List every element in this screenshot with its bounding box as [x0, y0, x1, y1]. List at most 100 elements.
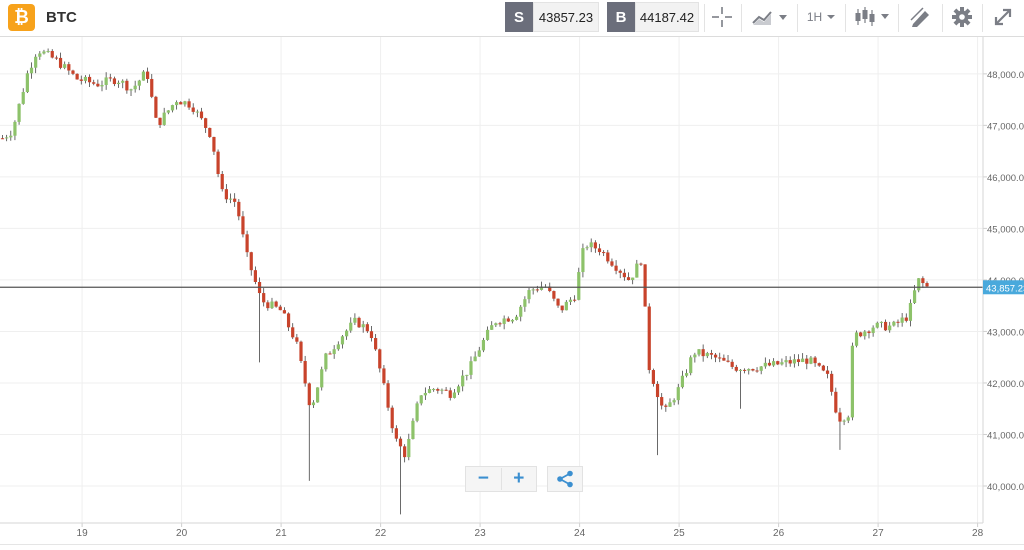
candle-up [415, 403, 419, 421]
candle-down [191, 107, 195, 112]
x-tick-label: 28 [972, 528, 984, 539]
candle-up [46, 51, 50, 53]
toolbar-divider [982, 4, 983, 32]
candle-down [643, 264, 647, 307]
interval-dropdown[interactable]: 1H [803, 2, 841, 32]
candle-up [166, 110, 170, 113]
candle-down [639, 263, 643, 265]
candle-down [146, 71, 150, 79]
current-price-label: 43,857.23 [983, 280, 1024, 295]
candle-up [452, 392, 456, 398]
y-tick-label: 42,000.00 [987, 379, 1024, 390]
candle-down [535, 289, 539, 291]
candle-down [212, 136, 216, 152]
candlestick-icon[interactable] [852, 2, 894, 32]
candle-up [539, 286, 544, 290]
candle-down [403, 446, 407, 458]
candle-up [228, 198, 233, 200]
candle-up [129, 89, 133, 91]
candle-up [589, 242, 593, 248]
candle-up [784, 360, 788, 363]
candle-up [324, 353, 328, 370]
time-axis[interactable]: 19 20 21 22 23 24 25 26 27 28 [0, 522, 984, 539]
x-tick-label: 25 [674, 528, 686, 539]
candle-up [676, 387, 680, 401]
candle-up [871, 327, 875, 334]
share-button[interactable] [547, 466, 583, 492]
fullscreen-icon[interactable] [988, 2, 1018, 32]
candle-up [407, 438, 411, 458]
settings-icon[interactable] [946, 2, 978, 32]
candle-down [382, 368, 386, 384]
candle-up [892, 321, 896, 326]
candle-down [830, 373, 834, 392]
candle-up [170, 105, 175, 111]
candle-up [531, 289, 535, 291]
candle-down [328, 353, 332, 355]
sell-button[interactable]: S [505, 2, 533, 32]
candle-up [361, 324, 365, 328]
candle-up [502, 318, 506, 324]
x-tick-label: 22 [375, 528, 387, 539]
candle-up [680, 375, 685, 388]
candle-down [655, 383, 660, 398]
candle-up [116, 82, 121, 85]
sell-price[interactable]: 43857.23 [533, 2, 599, 32]
candle-up [133, 85, 137, 90]
candle-down [390, 407, 394, 429]
candle-up [519, 306, 523, 317]
candle-up [684, 373, 689, 376]
candle-up [63, 64, 67, 68]
candle-up [772, 361, 776, 366]
candle-down [112, 78, 117, 85]
bitcoin-logo-icon: ₿ [8, 4, 35, 31]
toolbar-divider [845, 4, 846, 32]
candle-down [867, 331, 871, 334]
candle-up [332, 349, 336, 355]
candle-down [556, 298, 560, 306]
zoom-in-button[interactable]: + [513, 468, 525, 489]
price-axis[interactable]: 40,000.0041,000.0042,000.0043,000.0044,0… [982, 37, 1024, 523]
candle-up [17, 103, 21, 122]
candle-down [274, 301, 278, 307]
candle-down [237, 201, 241, 217]
candle-up [846, 417, 850, 421]
candle-down [299, 341, 303, 362]
crosshair-icon[interactable] [707, 2, 737, 32]
candle-down [108, 77, 112, 79]
draw-icon[interactable] [904, 2, 938, 32]
candle-up [912, 290, 917, 303]
candle-up [336, 344, 340, 350]
chart-grid [0, 37, 983, 523]
candle-up [689, 357, 693, 374]
candle-down [743, 369, 747, 371]
price-chart[interactable]: 40,000.0041,000.0042,000.0043,000.0044,0… [0, 37, 1024, 544]
candle-down [0, 138, 5, 140]
instrument-symbol[interactable]: BTC [46, 9, 77, 26]
candle-up [34, 56, 38, 68]
candle-down [398, 438, 403, 447]
candle-down [245, 234, 249, 253]
candle-down [718, 357, 722, 359]
current-price-label-bg [983, 280, 1024, 295]
buy-price[interactable]: 44187.42 [635, 2, 699, 32]
candle-down [216, 151, 220, 175]
candle-down [92, 82, 96, 84]
candle-down [825, 370, 830, 374]
chart-style-icon[interactable] [750, 2, 792, 32]
candle-down [307, 383, 311, 406]
candle-down [722, 357, 726, 361]
candle-down [606, 252, 610, 262]
candle-up [564, 301, 568, 311]
candle-up [469, 361, 473, 375]
candlestick-series [0, 48, 929, 515]
candle-up [427, 389, 432, 393]
candle-up [477, 350, 481, 357]
zoom-out-button[interactable]: − [466, 468, 502, 490]
bottom-divider [0, 544, 1024, 545]
buy-button[interactable]: B [607, 2, 635, 32]
candle-down [58, 57, 63, 68]
candle-up [195, 111, 199, 113]
candle-down [378, 349, 382, 369]
candle-down [701, 349, 705, 357]
